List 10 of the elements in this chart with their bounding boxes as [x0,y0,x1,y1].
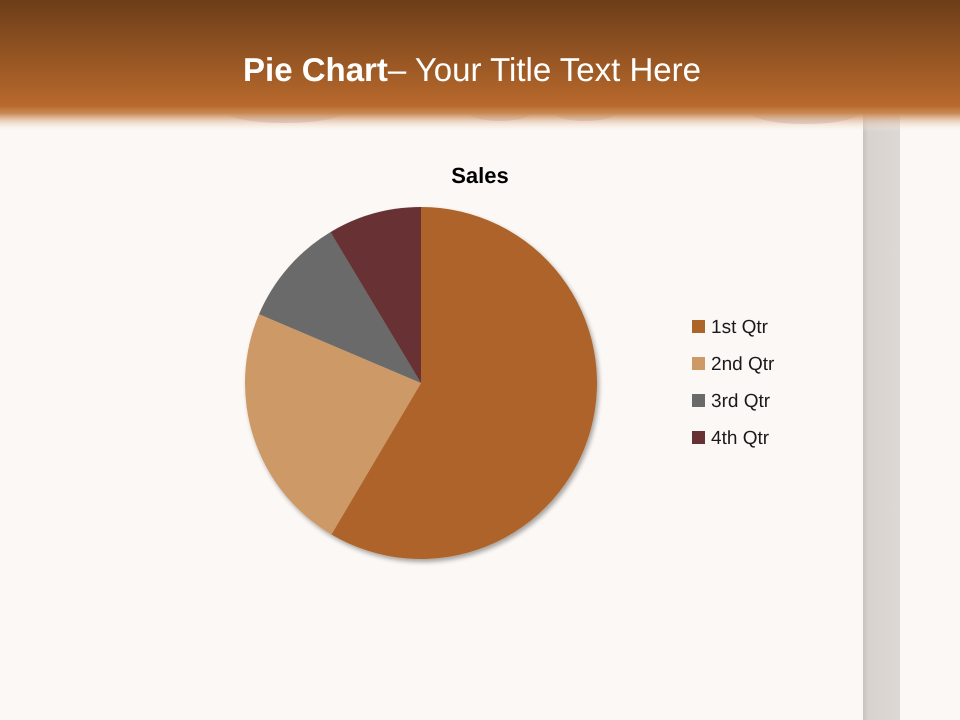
legend-label: 1st Qtr [711,317,769,338]
pie-slice [245,314,421,534]
legend-label: 3rd Qtr [711,391,771,412]
legend-label: 2nd Qtr [711,354,776,375]
pie-slice [259,232,421,383]
legend-label: 4th Qtr [711,428,770,449]
chart-subtitle: Sales [451,163,509,188]
pie-slice [330,207,421,383]
chart-title: Pie Chart– Your Title Text Here [243,51,701,88]
pie-slice [331,207,597,559]
